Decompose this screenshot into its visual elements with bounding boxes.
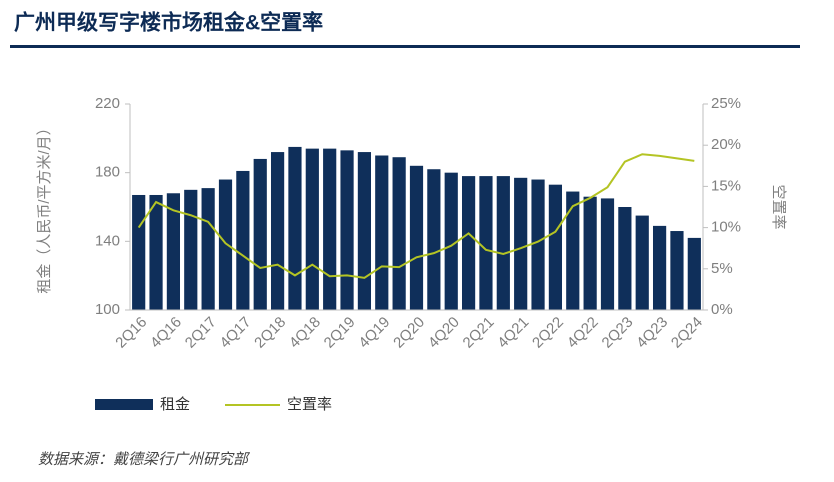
bar [357, 152, 372, 310]
x-tick-label: 4Q18 [286, 314, 324, 352]
bar [566, 191, 580, 310]
y2-tick-label: 10% [711, 219, 741, 236]
y2-tick-label: 0% [711, 301, 733, 318]
bar [149, 194, 163, 310]
bar [132, 194, 146, 310]
x-tick-label: 2Q16 [112, 314, 150, 352]
x-tick-label: 4Q21 [494, 314, 532, 352]
bar [253, 158, 267, 310]
bar [652, 225, 667, 310]
legend-label: 租金 [160, 396, 190, 413]
bar [670, 231, 684, 310]
y-tick-label: 180 [95, 164, 120, 181]
bar [288, 146, 302, 310]
x-tick-label: 4Q17 [217, 314, 255, 352]
bar [461, 176, 476, 310]
bar [184, 189, 198, 310]
source-note: 数据来源：戴德梁行广州研究部 [38, 451, 251, 468]
bar [618, 207, 632, 310]
x-tick-label: 2Q17 [182, 314, 220, 352]
x-tick-label: 4Q19 [355, 314, 393, 352]
bar [548, 184, 563, 310]
y-axis-label: 租金（人民币/平方米/月） [36, 120, 53, 293]
bar [323, 148, 337, 310]
x-tick-label: 2Q18 [251, 314, 289, 352]
bar [305, 148, 319, 310]
x-tick-label: 2Q23 [599, 314, 637, 352]
line-series [137, 153, 695, 279]
bar [236, 170, 250, 310]
y2-tick-label: 5% [711, 260, 733, 277]
chart-title: 广州甲级写字楼市场租金&空置率 [14, 11, 323, 35]
bar [409, 165, 424, 310]
bar [270, 152, 285, 310]
title-rule [10, 45, 800, 48]
x-tick-label: 4Q16 [147, 314, 185, 352]
y2-tick-label: 15% [711, 177, 741, 194]
y2-axis-label: 空置率 [770, 184, 787, 229]
bar [635, 215, 649, 310]
bar [427, 169, 441, 310]
bar [496, 176, 510, 310]
x-tick-label: 2Q20 [390, 314, 428, 352]
bar [479, 176, 493, 310]
y-tick-label: 220 [95, 95, 120, 112]
bar [514, 177, 528, 310]
x-tick-label: 4Q22 [564, 314, 602, 352]
x-tick-label: 2Q24 [668, 314, 706, 352]
y2-tick-label: 20% [711, 136, 741, 153]
x-tick-label: 4Q20 [425, 314, 463, 352]
legend-swatch [95, 399, 153, 410]
x-tick-label: 2Q19 [321, 314, 359, 352]
bar [444, 172, 458, 310]
bar [340, 150, 354, 310]
y-tick-label: 140 [95, 232, 120, 249]
bar [531, 179, 545, 310]
bar [218, 179, 233, 310]
legend-label: 空置率 [287, 396, 332, 413]
bar [687, 237, 701, 310]
bar [392, 157, 406, 310]
bar [583, 196, 597, 310]
x-tick-label: 2Q22 [529, 314, 567, 352]
bar [600, 198, 615, 310]
x-tick-label: 4Q23 [633, 314, 671, 352]
y2-tick-label: 25% [711, 95, 741, 112]
bar [166, 193, 181, 310]
bar [201, 188, 215, 310]
y-tick-label: 100 [95, 301, 120, 318]
bar [375, 155, 389, 310]
x-tick-label: 2Q21 [460, 314, 498, 352]
